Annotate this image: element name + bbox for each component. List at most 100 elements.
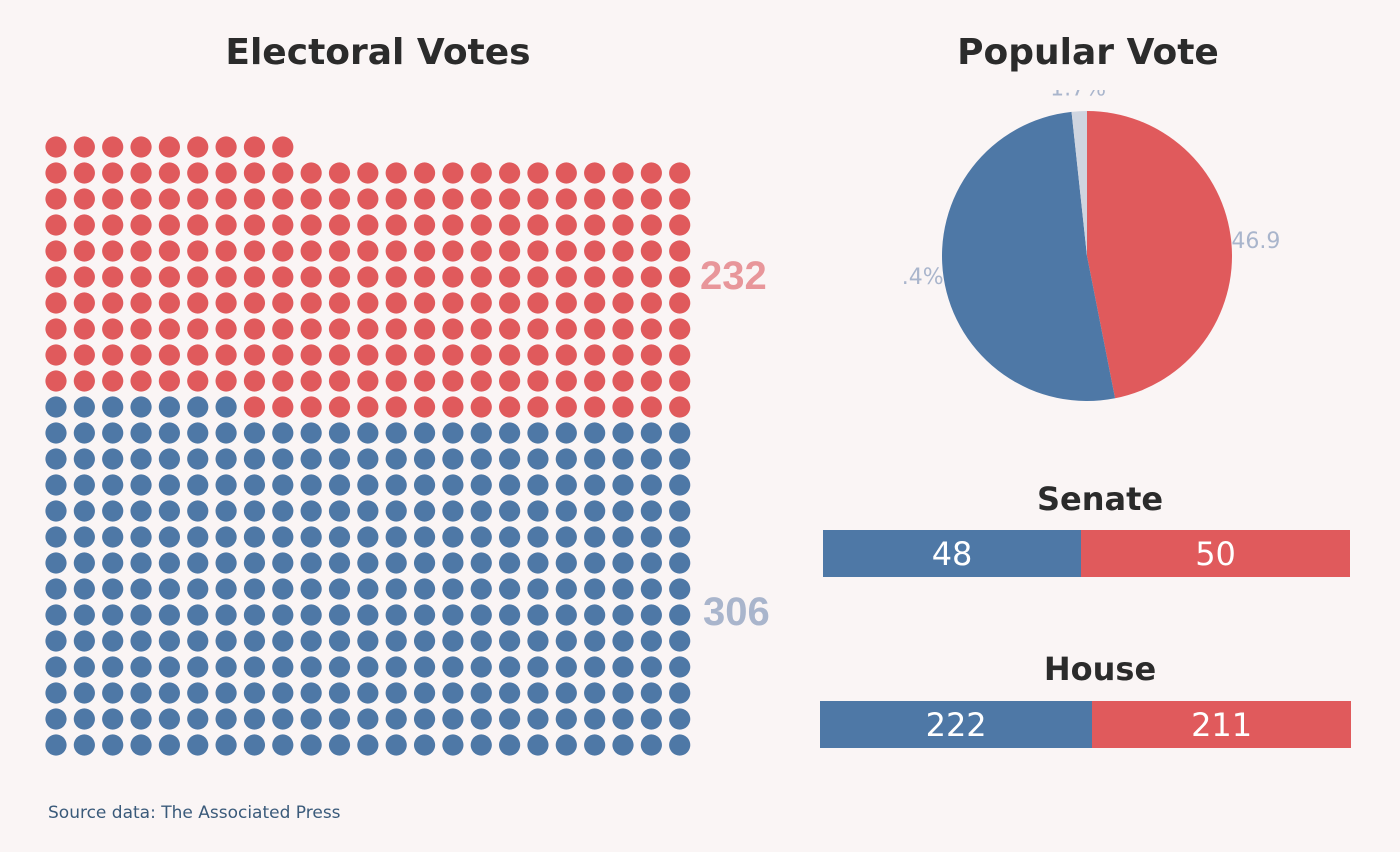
- electoral-dot-dem: [45, 448, 67, 470]
- electoral-dot-dem: [130, 448, 152, 470]
- electoral-dot-dem: [527, 630, 549, 652]
- electoral-dot-dem: [328, 682, 351, 704]
- electoral-dot-dem: [470, 734, 492, 756]
- electoral-dot-dem: [215, 630, 237, 652]
- electoral-dot-dem: [499, 578, 521, 600]
- electoral-dot-dem: [158, 708, 180, 730]
- electoral-dot-rep: [584, 214, 606, 236]
- electoral-dot-dem: [215, 552, 237, 574]
- electoral-dot-dem: [158, 422, 180, 444]
- electoral-dot-rep: [413, 162, 436, 184]
- electoral-dot-rep: [442, 162, 464, 184]
- electoral-dot-rep: [45, 344, 67, 366]
- electoral-dot-rep: [555, 240, 577, 262]
- electoral-dot-rep: [215, 318, 237, 340]
- electoral-dot-rep: [215, 370, 237, 392]
- electoral-dot-dem: [527, 448, 549, 470]
- electoral-dot-dem: [555, 500, 577, 522]
- electoral-dot-rep: [470, 292, 492, 314]
- electoral-dot-rep: [102, 240, 124, 262]
- electoral-dot-dem: [669, 500, 691, 522]
- electoral-dot-dem: [555, 448, 577, 470]
- electoral-dot-rep: [470, 318, 492, 340]
- electoral-dot-rep: [73, 188, 95, 210]
- electoral-dot-dem: [385, 552, 407, 574]
- electoral-dot-rep: [272, 136, 294, 158]
- electoral-dot-rep: [669, 214, 691, 236]
- electoral-dot-rep: [187, 318, 209, 340]
- electoral-dot-dem: [45, 630, 67, 652]
- electoral-dot-dem: [130, 526, 152, 548]
- electoral-dot-rep: [215, 214, 237, 236]
- electoral-dot-dem: [442, 708, 464, 730]
- electoral-dot-dem: [272, 526, 294, 548]
- electoral-dot-dem: [470, 708, 492, 730]
- electoral-dot-dem: [669, 708, 691, 730]
- electoral-dot-rep: [45, 214, 67, 236]
- electoral-dot-rep: [73, 162, 95, 184]
- electoral-dot-dem: [45, 682, 67, 704]
- electoral-dot-rep: [385, 214, 407, 236]
- electoral-dot-rep: [102, 370, 124, 392]
- electoral-dot-dem: [413, 708, 436, 730]
- electoral-dot-dem: [272, 734, 294, 756]
- electoral-dot-rep: [272, 188, 294, 210]
- electoral-dot-dem: [102, 448, 124, 470]
- electoral-dot-rep: [527, 188, 549, 210]
- electoral-dot-rep: [130, 344, 152, 366]
- electoral-dot-rep: [73, 318, 95, 340]
- electoral-dot-dem: [272, 682, 294, 704]
- electoral-dot-rep: [357, 214, 379, 236]
- electoral-dot-rep: [328, 240, 351, 262]
- pie-slice: [1071, 111, 1087, 256]
- electoral-dot-rep: [442, 266, 464, 288]
- electoral-dot-dem: [73, 500, 95, 522]
- electoral-dot-rep: [357, 318, 379, 340]
- electoral-dot-dem: [45, 656, 67, 678]
- electoral-dot-rep: [499, 396, 521, 418]
- electoral-dot-dem: [385, 708, 407, 730]
- electoral-dot-rep: [243, 136, 266, 158]
- electoral-dot-dem: [215, 396, 237, 418]
- electoral-dot-dem: [612, 578, 634, 600]
- electoral-dot-dem: [130, 630, 152, 652]
- electoral-dot-rep: [243, 396, 266, 418]
- electoral-dot-dem: [669, 734, 691, 756]
- electoral-dot-dem: [527, 734, 549, 756]
- electoral-dot-dem: [243, 656, 266, 678]
- electoral-dot-rep: [385, 240, 407, 262]
- electoral-dot-rep: [640, 344, 662, 366]
- electoral-dot-rep: [385, 318, 407, 340]
- electoral-dot-rep: [357, 266, 379, 288]
- electoral-dot-dem: [243, 682, 266, 704]
- electoral-dot-dem: [158, 552, 180, 574]
- electoral-dot-rep: [640, 240, 662, 262]
- electoral-dot-rep: [612, 266, 634, 288]
- electoral-dot-dem: [272, 630, 294, 652]
- electoral-dot-dem: [385, 630, 407, 652]
- electoral-dot-dem: [357, 474, 379, 496]
- electoral-dot-dem: [187, 500, 209, 522]
- electoral-dot-rep: [328, 344, 351, 366]
- electoral-dot-rep: [385, 188, 407, 210]
- electoral-dot-dem: [45, 578, 67, 600]
- electoral-dot-rep: [413, 318, 436, 340]
- electoral-dot-rep: [612, 318, 634, 340]
- electoral-dot-rep: [328, 396, 351, 418]
- electoral-dot-dem: [584, 422, 606, 444]
- electoral-dot-dem: [442, 578, 464, 600]
- popular-vote-pie: 46.9% 51.4% 1.7%: [900, 90, 1280, 401]
- electoral-dot-rep: [300, 318, 322, 340]
- electoral-dot-dem: [272, 578, 294, 600]
- electoral-dot-rep: [499, 370, 521, 392]
- electoral-dot-rep: [215, 292, 237, 314]
- bar-segment: 48: [823, 530, 1082, 577]
- electoral-dot-rep: [669, 162, 691, 184]
- pie-slice-label: 1.7%: [1050, 90, 1106, 101]
- electoral-dot-dem: [385, 682, 407, 704]
- electoral-dot-dem: [45, 396, 67, 418]
- electoral-dot-rep: [527, 396, 549, 418]
- electoral-dot-dem: [612, 552, 634, 574]
- electoral-dot-rep: [357, 396, 379, 418]
- electoral-dot-dem: [584, 552, 606, 574]
